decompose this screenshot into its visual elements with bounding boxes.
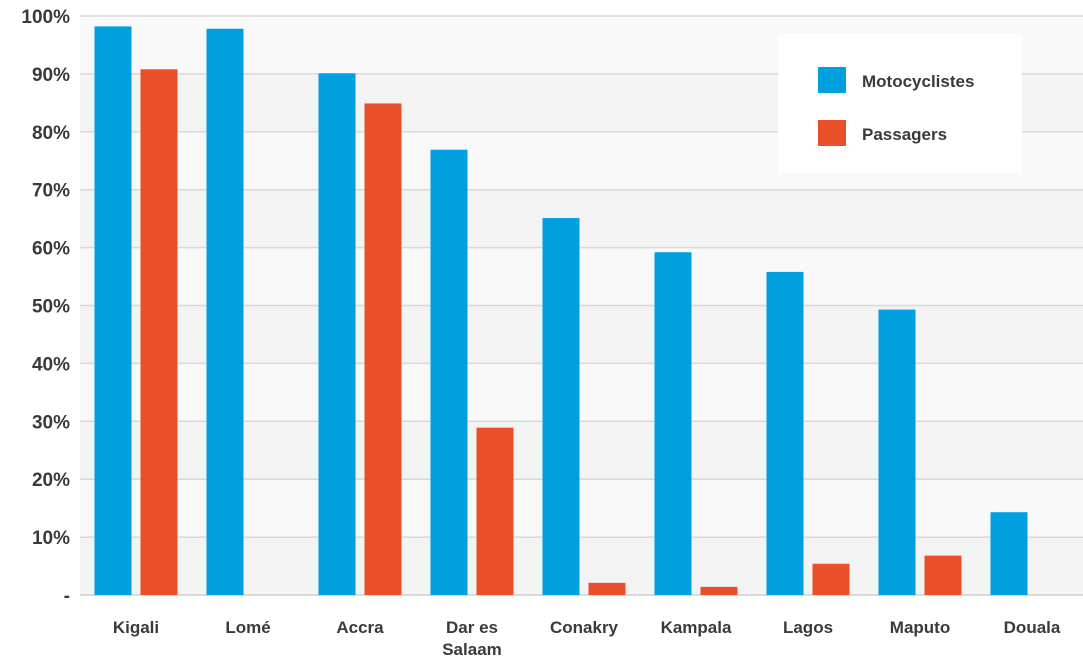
bar-passagers (924, 555, 962, 595)
y-tick-label: 30% (32, 412, 70, 433)
legend-swatch-motocyclistes (818, 67, 846, 93)
y-tick-label: 70% (32, 181, 70, 202)
bar-motocyclistes (318, 73, 356, 596)
x-tick-label: Lomé (225, 618, 270, 637)
bar-motocyclistes (542, 218, 580, 596)
legend-label-passagers: Passagers (862, 125, 947, 144)
x-tick-label-line: Lomé (225, 618, 270, 637)
background-band (80, 247, 1083, 306)
background-band (80, 479, 1083, 538)
bar-passagers (700, 586, 738, 595)
y-tick-label: 40% (32, 354, 70, 375)
legend-box (778, 33, 1022, 173)
background-band (80, 305, 1083, 364)
y-tick-label: 20% (32, 470, 70, 491)
x-tick-label-line: Salaam (442, 640, 502, 659)
x-tick-label: Maputo (890, 618, 950, 637)
x-axis-tick-labels: Kigali Lomé Accra Dar es Salaam Conakry Kampal… (113, 618, 1061, 659)
bar-passagers (476, 427, 514, 595)
x-tick-label-line: Maputo (890, 618, 950, 637)
x-tick-label-line: Conakry (550, 618, 619, 637)
y-axis-tick-labels: - 10% 20% 30% 40% 50% 60% 70% 80% 90% 100% (21, 7, 70, 607)
x-tick-label-line: Lagos (783, 618, 833, 637)
bar-motocyclistes (766, 271, 804, 595)
bar-motocyclistes (430, 149, 468, 595)
y-tick-label: 60% (32, 239, 70, 260)
y-tick-label: 80% (32, 123, 70, 144)
x-tick-label: Douala (1004, 618, 1061, 637)
bar-passagers (812, 563, 850, 595)
x-tick-label-line: Kigali (113, 618, 159, 637)
x-tick-label: Accra (336, 618, 384, 637)
bar-motocyclistes (990, 512, 1028, 595)
x-tick-label: Kigali (113, 618, 159, 637)
bar-passagers (364, 103, 402, 595)
x-tick-label-line: Kampala (661, 618, 732, 637)
y-tick-label: 10% (32, 528, 70, 549)
bar-motocyclistes (206, 28, 244, 596)
x-tick-label: Dar es Salaam (442, 618, 502, 659)
plot-background (80, 16, 1083, 595)
y-tick-label: 90% (32, 65, 70, 86)
legend-label-motocyclistes: Motocyclistes (862, 72, 974, 91)
x-tick-label-line: Accra (336, 618, 384, 637)
x-tick-label: Lagos (783, 618, 833, 637)
bar-motocyclistes (878, 309, 916, 595)
bar-passagers (140, 69, 178, 595)
x-tick-label-line: Douala (1004, 618, 1061, 637)
x-tick-label: Kampala (661, 618, 732, 637)
background-band (80, 421, 1083, 480)
bar-motocyclistes (94, 26, 132, 596)
bar-passagers (588, 582, 626, 595)
background-band (80, 363, 1083, 422)
y-tick-label: - (64, 586, 70, 607)
background-band (80, 537, 1083, 595)
background-band (80, 189, 1083, 248)
x-tick-label: Conakry (550, 618, 619, 637)
bar-motocyclistes (654, 252, 692, 595)
bars (94, 26, 1028, 596)
y-tick-label: 100% (21, 7, 70, 28)
x-tick-label-line: Dar es (446, 618, 498, 637)
legend-swatch-passagers (818, 120, 846, 146)
legend: Motocyclistes Passagers (778, 33, 1022, 173)
y-tick-label: 50% (32, 297, 70, 318)
